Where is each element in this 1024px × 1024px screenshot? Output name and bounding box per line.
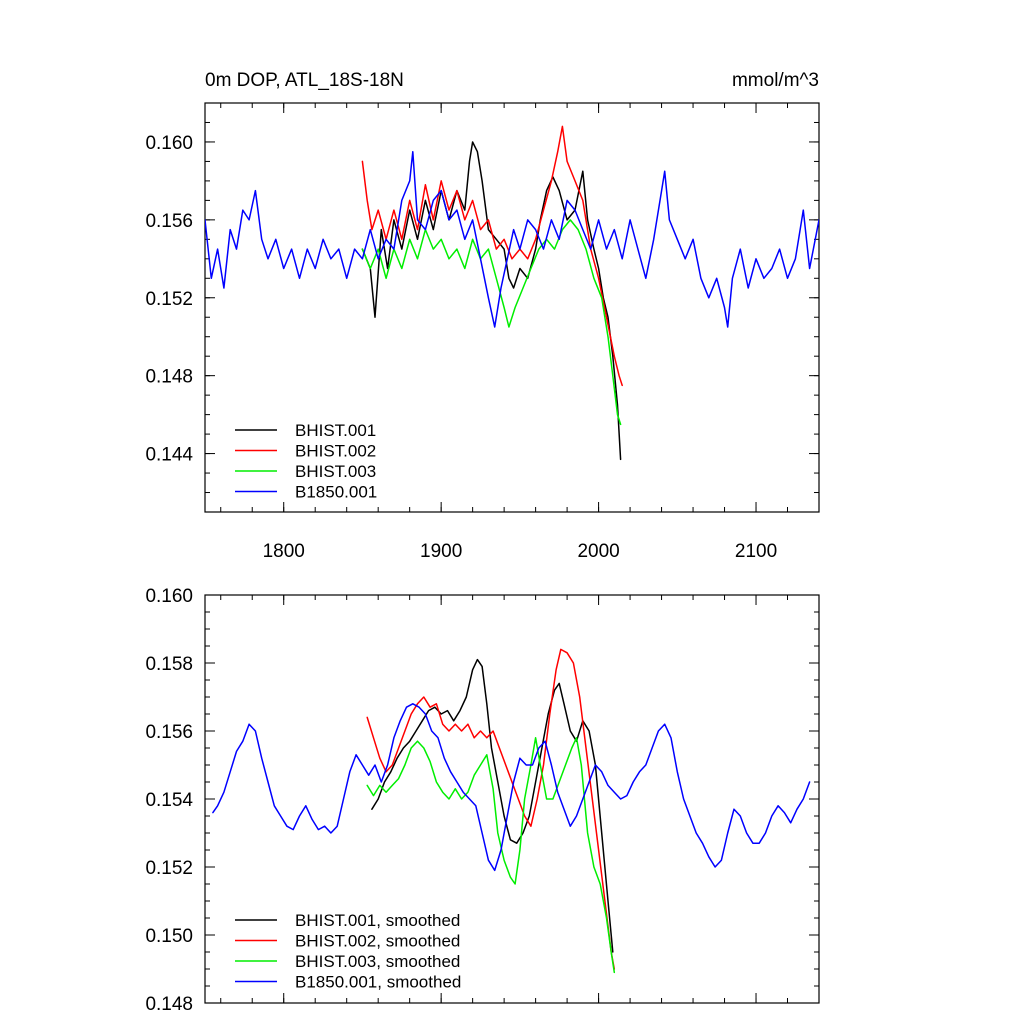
y-tick-label: 0.148 — [145, 367, 193, 388]
x-tick-label: 1900 — [420, 541, 462, 562]
series-line-0 — [371, 658, 614, 953]
y-tick-label: 0.160 — [145, 133, 193, 154]
series-line-3 — [212, 703, 811, 872]
bottom-panel: 0.148 0.150 0.152 0.154 0.156 0.158 0.160 BHIST… — [145, 586, 820, 1015]
legend-label: B1850.001 — [295, 483, 377, 502]
y-tick-label: 0.158 — [145, 654, 193, 675]
chart-title: 0m DOP, ATL_18S-18N — [205, 70, 404, 91]
series-line-1 — [361, 125, 623, 387]
legend-label: BHIST.001, smoothed — [295, 911, 460, 930]
top-panel: 0m DOP, ATL_18S-18N mmol/m^3 0.144 0.148 0… — [145, 70, 820, 562]
series-line-0 — [361, 141, 622, 461]
y-tick-label: 0.160 — [145, 586, 193, 607]
legend-label: BHIST.003, smoothed — [295, 952, 460, 971]
y-tick-label: 0.154 — [145, 790, 193, 811]
y-tick-label: 0.152 — [145, 289, 193, 310]
x-tick-label: 1800 — [263, 541, 305, 562]
legend-label: BHIST.002 — [295, 442, 376, 461]
y-tick-label: 0.156 — [145, 211, 193, 232]
legend-label: B1850.001, smoothed — [295, 973, 461, 992]
series-line-1 — [366, 648, 616, 970]
plot-frame — [204, 102, 820, 513]
series-line-2 — [361, 219, 622, 426]
y-tick-label: 0.148 — [145, 994, 193, 1015]
x-tick-label: 2100 — [735, 541, 777, 562]
legend-label: BHIST.003 — [295, 462, 376, 481]
y-tick-label: 0.152 — [145, 858, 193, 879]
units-label: mmol/m^3 — [732, 70, 819, 91]
y-tick-label: 0.156 — [145, 722, 193, 743]
legend-label: BHIST.001 — [295, 421, 376, 440]
x-tick-label: 2000 — [577, 541, 619, 562]
y-tick-label: 0.144 — [145, 445, 193, 466]
series-line-2 — [366, 737, 616, 974]
legend-label: BHIST.002, smoothed — [295, 932, 460, 951]
series-line-3 — [205, 150, 819, 328]
y-tick-label: 0.150 — [145, 926, 193, 947]
